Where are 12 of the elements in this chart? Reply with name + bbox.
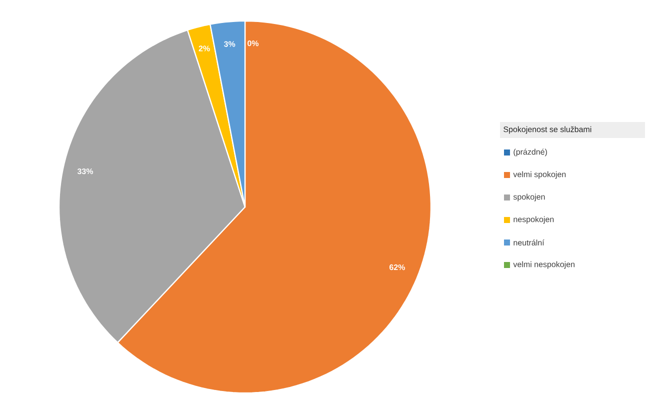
legend-title: Spokojenost se službami [504,126,592,134]
legend-label: neutrální [514,240,544,246]
data-label: 2% [198,46,210,52]
legend-label: velmi spokojen [513,171,566,179]
data-label: 33% [77,168,94,174]
text: 0% [248,40,259,46]
legend-label: spokojen [513,194,545,202]
data-label: 62% [389,264,405,270]
legend-label: nespokojen [514,216,554,224]
legend-label: (prázdné) [514,148,547,156]
data-label: 3% [224,41,236,47]
legend-label: velmi nespokojen [513,261,574,269]
